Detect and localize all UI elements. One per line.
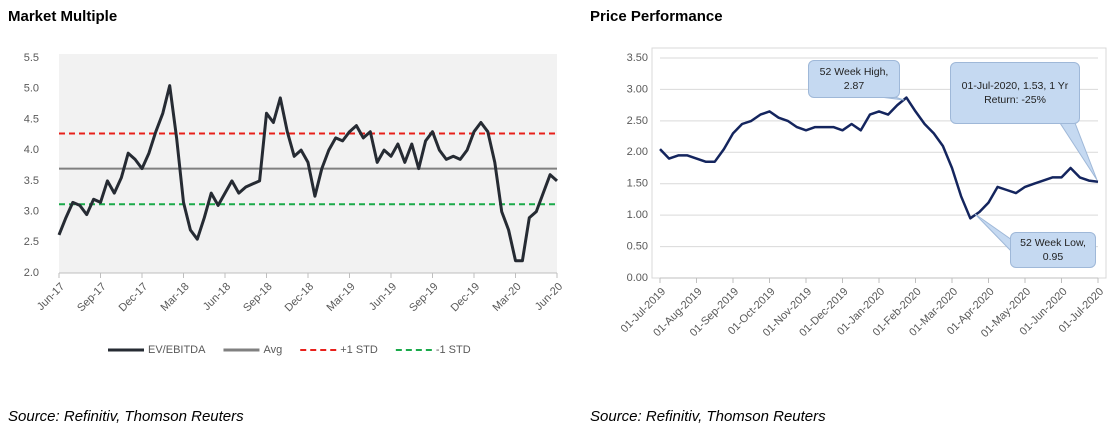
legend-label: Avg <box>263 344 282 356</box>
chart-title: Market Multiple <box>8 8 117 25</box>
y-tick-label: 1.00 <box>627 209 648 221</box>
y-tick-label: 0.00 <box>627 272 648 284</box>
y-tick-label: 2.00 <box>627 146 648 158</box>
y-tick-label: 3.0 <box>24 205 39 217</box>
annotation: 01-Jul-2020, 1.53, 1 Yr Return: -25% <box>950 62 1080 124</box>
x-tick-label: Jun-20 <box>533 281 565 313</box>
x-tick-label: Jun-18 <box>201 281 233 313</box>
x-tick-label: Sep-19 <box>407 281 441 315</box>
legend-label: -1 STD <box>436 344 471 356</box>
y-tick-label: 2.5 <box>24 236 39 248</box>
source: Source: Refinitiv, Thomson Reuters <box>8 408 244 425</box>
x-tick-label: Sep-17 <box>75 281 109 315</box>
y-tick-label: 1.50 <box>627 178 648 190</box>
y-tick-label: 3.5 <box>24 175 39 187</box>
x-tick-label: Mar-20 <box>491 281 524 314</box>
y-tick-label: 2.0 <box>24 267 39 279</box>
source: Source: Refinitiv, Thomson Reuters <box>590 408 826 425</box>
x-tick-label: Dec-19 <box>449 281 483 315</box>
legend-label: +1 STD <box>340 344 378 356</box>
y-tick-label: 3.00 <box>627 83 648 95</box>
x-tick-label: Mar-18 <box>159 281 192 314</box>
x-tick-label: Mar-19 <box>325 281 358 314</box>
chart-title: Price Performance <box>590 8 723 25</box>
x-tick-label: Sep-18 <box>241 281 275 315</box>
y-tick-label: 4.0 <box>24 144 39 156</box>
data-line <box>57 84 559 263</box>
x-tick-label: Dec-18 <box>283 281 317 315</box>
x-tick-label: Dec-17 <box>117 281 151 315</box>
data-line <box>659 96 1099 220</box>
y-tick-label: 4.5 <box>24 113 39 125</box>
y-tick-label: 0.50 <box>627 240 648 252</box>
y-tick-label: 3.50 <box>627 52 648 64</box>
y-tick-label: 2.50 <box>627 115 648 127</box>
annotation: 52 Week Low, 0.95 <box>1010 232 1096 268</box>
x-tick-label: Jun-19 <box>367 281 399 313</box>
y-tick-label: 5.0 <box>24 83 39 95</box>
y-tick-label: 5.5 <box>24 52 39 64</box>
legend-label: EV/EBITDA <box>148 344 206 356</box>
x-tick-label: Jun-17 <box>35 281 67 313</box>
annotation: 52 Week High, 2.87 <box>808 60 900 98</box>
